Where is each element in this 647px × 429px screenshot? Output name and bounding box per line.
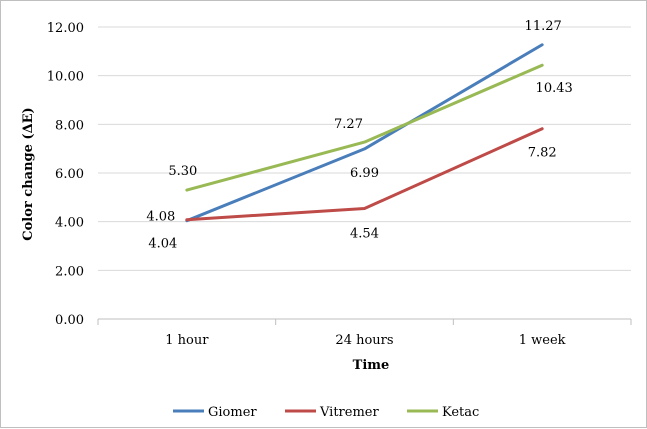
x-axis-tick-labels: 1 hour 24 hours 1 week [165, 333, 565, 348]
data-label-giomer: 4.04 [148, 237, 177, 252]
y-axis-title: Color change (ΔE) [21, 107, 36, 240]
y-tick-label: 6.00 [55, 167, 84, 182]
data-label-vitremer: 4.54 [350, 227, 379, 242]
series-line-giomer [185, 43, 544, 223]
legend-label-ketac: Ketac [442, 405, 479, 420]
data-label-ketac: 5.30 [168, 164, 197, 179]
y-tick-label: 8.00 [55, 118, 84, 133]
x-axis-title: Time [353, 358, 390, 373]
x-axis [97, 318, 632, 325]
series-line-ketac [185, 63, 544, 192]
data-label-giomer: 11.27 [525, 19, 562, 34]
y-axis-tick-labels: 0.00 2.00 4.00 6.00 8.00 10.00 12.00 [47, 21, 84, 328]
y-tick-label: 12.00 [47, 21, 84, 36]
y-tick-label: 2.00 [55, 264, 84, 279]
y-tick-label: 4.00 [55, 216, 84, 231]
y-tick-label: 0.00 [55, 313, 84, 328]
data-label-ketac: 7.27 [334, 117, 363, 132]
legend-label-vitremer: Vitremer [319, 405, 379, 420]
legend-label-giomer: Giomer [208, 405, 257, 420]
x-tick-label: 24 hours [335, 333, 393, 348]
y-tick-label: 10.00 [47, 70, 84, 85]
data-labels: 4.04 6.99 11.27 4.08 4.54 7.82 5.30 7.27 10.43 [146, 19, 572, 252]
legend: Giomer Vitremer Ketac [173, 405, 479, 420]
data-label-giomer: 6.99 [350, 166, 379, 181]
series-lines [185, 43, 544, 223]
data-label-ketac: 10.43 [536, 81, 573, 96]
x-tick-label: 1 hour [165, 333, 209, 348]
data-label-vitremer: 7.82 [528, 146, 557, 161]
x-tick-label: 1 week [519, 333, 566, 348]
data-label-vitremer: 4.08 [146, 210, 175, 225]
series-line-vitremer [185, 127, 544, 222]
